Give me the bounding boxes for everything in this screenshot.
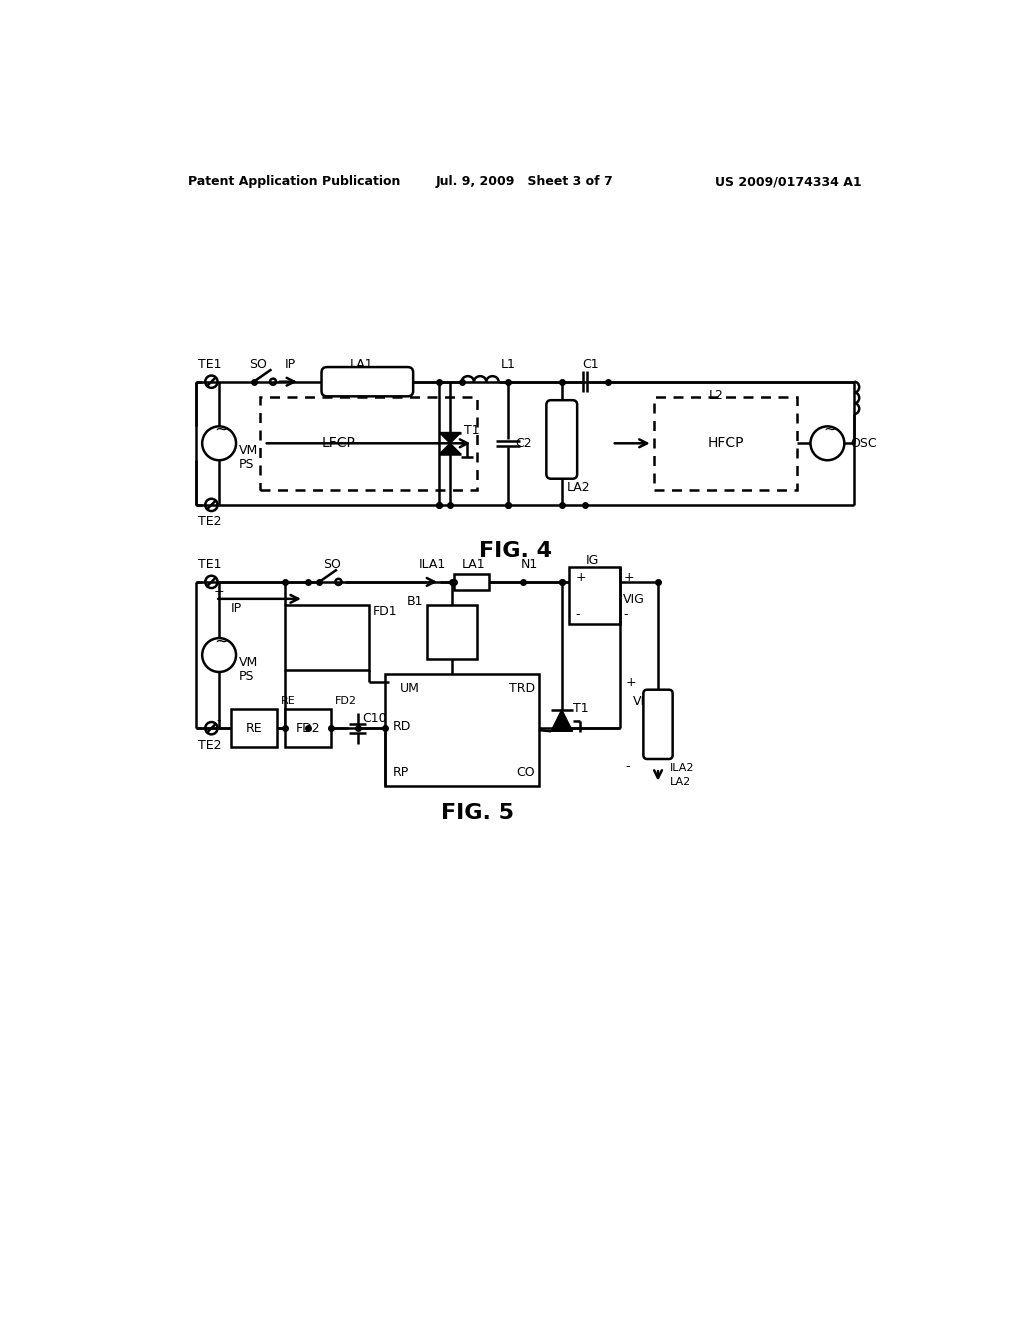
Text: LA1: LA1 [462,558,485,572]
Text: -: - [217,714,221,727]
Text: TE1: TE1 [198,358,221,371]
Text: Patent Application Publication: Patent Application Publication [188,176,400,187]
Text: C10: C10 [362,713,387,726]
Text: +: + [624,570,634,583]
Text: ILA1: ILA1 [419,558,446,572]
Text: Jul. 9, 2009   Sheet 3 of 7: Jul. 9, 2009 Sheet 3 of 7 [436,176,613,187]
Text: IP: IP [285,358,296,371]
Bar [285,709,331,747]
Text: +: + [575,570,587,583]
Text: ILA2: ILA2 [670,763,694,774]
Text: LA2: LA2 [567,482,591,495]
Text: -: - [626,760,630,774]
Text: OSC: OSC [851,437,878,450]
Text: TE2: TE2 [198,515,221,528]
Text: IP: IP [230,602,242,615]
Text: ~: ~ [214,421,228,438]
Text: B1: B1 [408,594,424,607]
Text: PS: PS [240,458,255,471]
Text: LA2: LA2 [670,777,691,787]
Bar [427,605,477,659]
Bar [385,675,539,785]
Text: -: - [624,609,628,622]
Text: FIG. 4: FIG. 4 [479,541,552,561]
Text: FD2: FD2 [295,722,319,735]
Text: CO: CO [516,766,535,779]
Text: ~: ~ [823,422,836,437]
Text: US 2009/0174334 A1: US 2009/0174334 A1 [716,176,862,187]
FancyBboxPatch shape [322,367,413,396]
Text: C1: C1 [583,358,599,371]
Bar [454,574,488,590]
Text: -: - [575,609,581,622]
Text: +: + [626,676,636,689]
Bar [654,397,797,490]
Text: L1: L1 [501,358,515,371]
Text: LFCP: LFCP [322,437,355,450]
Text: RP: RP [392,766,409,779]
Text: L2: L2 [709,389,723,403]
Text: HFCP: HFCP [708,437,743,450]
Text: RD: RD [392,719,411,733]
Text: +: + [214,585,224,598]
Text: C2: C2 [515,437,531,450]
Polygon shape [439,433,461,444]
Polygon shape [551,710,572,731]
Text: TE1: TE1 [198,558,221,572]
Text: VIG: VIG [624,594,645,606]
FancyBboxPatch shape [643,689,673,759]
Text: ~: ~ [214,632,228,651]
Polygon shape [439,444,461,454]
Bar [569,566,620,624]
Text: TE2: TE2 [198,739,221,751]
FancyBboxPatch shape [547,400,578,479]
Text: VM: VM [240,445,258,458]
Text: TRD: TRD [509,681,535,694]
Text: IG: IG [586,554,599,566]
Text: LA1: LA1 [350,358,374,371]
Text: N1: N1 [521,558,538,572]
Text: RE: RE [281,696,296,706]
Text: T1: T1 [573,702,589,714]
Text: SO: SO [249,358,266,371]
Text: UM: UM [400,681,420,694]
Bar [285,605,370,671]
Text: FD1: FD1 [373,605,397,618]
Text: VM: VM [240,656,258,669]
Text: T1: T1 [464,425,479,437]
Text: PS: PS [240,671,255,684]
Text: FIG. 5: FIG. 5 [440,803,514,822]
Text: FD2: FD2 [335,696,356,706]
Bar [260,397,477,490]
Text: VLA2: VLA2 [634,694,666,708]
Text: SO: SO [324,558,341,572]
Bar [230,709,276,747]
Text: RE: RE [246,722,262,735]
